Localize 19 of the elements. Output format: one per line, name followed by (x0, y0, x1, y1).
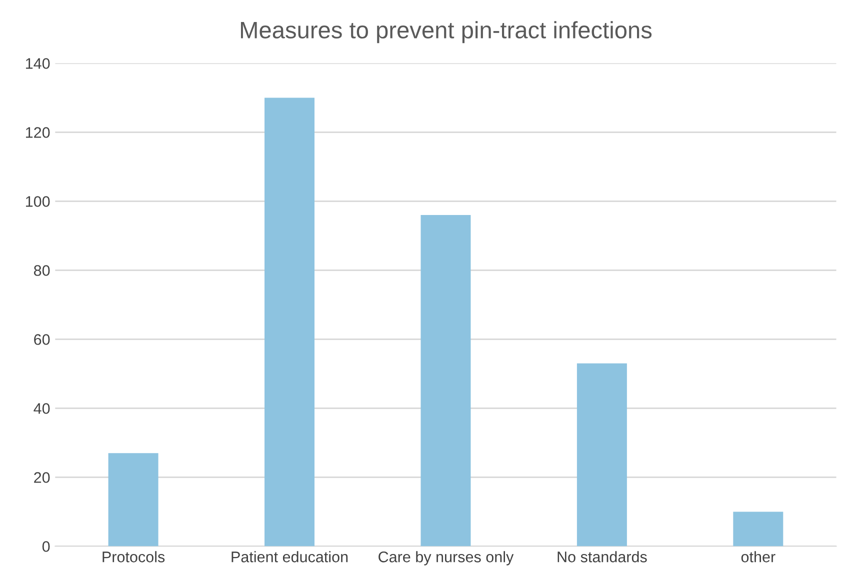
y-tick-label: 140 (26, 58, 50, 69)
y-tick-label: 100 (26, 196, 50, 207)
x-tick-label: Patient education (232, 551, 348, 562)
x-tick-label: other (741, 551, 776, 562)
y-tick-label: 0 (42, 541, 50, 552)
bar (420, 215, 471, 546)
bar (576, 363, 627, 546)
x-tick-label: Care by nurses only (378, 551, 514, 566)
x-tick-label: No standards (558, 551, 647, 562)
y-tick-label: 80 (34, 265, 50, 276)
y-tick-label: 120 (26, 127, 50, 138)
bar (108, 453, 158, 546)
bar (733, 512, 784, 546)
x-tick-label: Protocols (102, 551, 165, 562)
chart-title: Measures to prevent pin-tract infections (240, 21, 652, 44)
bar (264, 98, 315, 546)
y-tick-label: 60 (34, 334, 50, 345)
y-tick-label: 40 (34, 403, 50, 414)
y-tick-label: 20 (34, 472, 50, 483)
